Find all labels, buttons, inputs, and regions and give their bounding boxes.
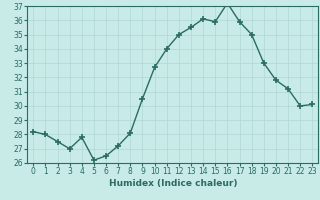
X-axis label: Humidex (Indice chaleur): Humidex (Indice chaleur) [108, 179, 237, 188]
